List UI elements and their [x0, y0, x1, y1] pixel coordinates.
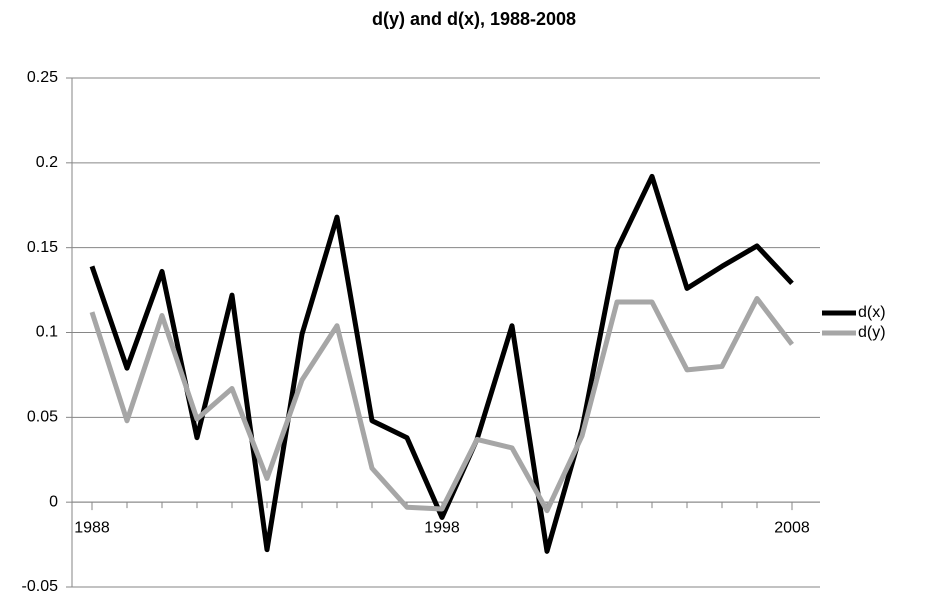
- y-tick-label: -0.05: [22, 578, 59, 595]
- y-tick-label: 0.25: [27, 69, 58, 86]
- x-tick-label: 1998: [424, 519, 460, 536]
- x-tick-label: 1988: [74, 519, 110, 536]
- legend-label: d(y): [858, 324, 886, 341]
- y-tick-label: 0.2: [36, 154, 58, 171]
- legend-label: d(x): [858, 304, 886, 321]
- chart-title: d(y) and d(x), 1988-2008: [372, 9, 576, 29]
- y-tick-label: 0.1: [36, 324, 58, 341]
- y-tick-label: 0.15: [27, 239, 58, 256]
- x-tick-label: 2008: [774, 519, 810, 536]
- line-series: [89, 296, 794, 514]
- y-tick-label: 0.05: [27, 409, 58, 426]
- line-series: [89, 173, 794, 554]
- y-tick-label: 0: [49, 493, 58, 510]
